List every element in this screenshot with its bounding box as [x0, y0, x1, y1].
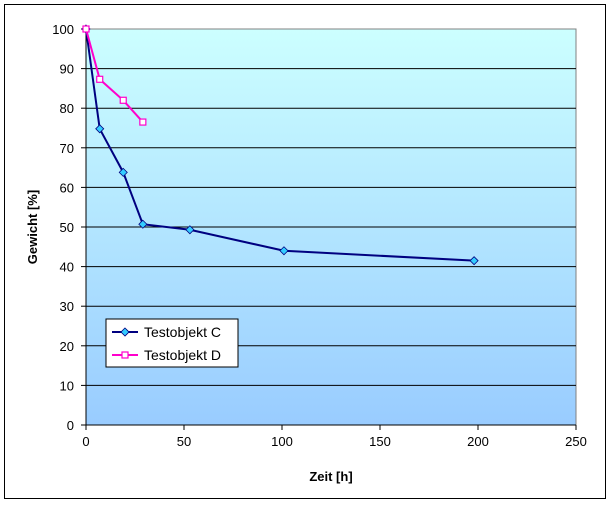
legend-label: Testobjekt D — [144, 347, 221, 363]
series-line — [85, 28, 144, 123]
legend-box — [105, 318, 239, 368]
x-tick-label: 50 — [177, 434, 191, 449]
data-point — [138, 219, 148, 229]
y-tick-label: 100 — [52, 22, 74, 37]
data-point — [185, 225, 195, 235]
y-tick-label: 50 — [60, 220, 74, 235]
y-tick-label: 40 — [60, 260, 74, 275]
y-tick-label: 10 — [60, 378, 74, 393]
data-point — [96, 75, 104, 83]
axes: 0 10 20 30 40 50 60 70 80 90 100 0 50 100 150 200 250 — [52, 22, 587, 449]
legend-marker — [120, 327, 130, 337]
y-tick-label: 80 — [60, 101, 74, 116]
data-point — [95, 124, 105, 134]
data-point — [119, 96, 127, 104]
series — [82, 25, 147, 126]
x-tick-label: 150 — [369, 434, 391, 449]
legend: Testobjekt C Testobjekt D — [105, 318, 239, 368]
y-tick-label: 30 — [60, 299, 74, 314]
data-point — [279, 246, 289, 256]
data-point — [139, 118, 147, 126]
data-point — [118, 167, 128, 177]
legend-marker — [121, 351, 129, 359]
data-point — [82, 25, 90, 33]
data-point — [469, 256, 479, 266]
y-tick-label: 0 — [67, 418, 74, 433]
x-tick-label: 100 — [271, 434, 293, 449]
y-tick-label: 70 — [60, 141, 74, 156]
y-tick-label: 90 — [60, 62, 74, 77]
legend-label: Testobjekt C — [144, 324, 221, 340]
y-tick-label: 20 — [60, 339, 74, 354]
series-layer — [81, 24, 479, 266]
x-tick-label: 250 — [565, 434, 587, 449]
y-axis-title: Gewicht [%] — [25, 190, 40, 264]
x-tick-label: 200 — [467, 434, 489, 449]
y-tick-label: 60 — [60, 180, 74, 195]
x-axis-title: Zeit [h] — [309, 469, 352, 484]
x-tick-label: 0 — [82, 434, 89, 449]
